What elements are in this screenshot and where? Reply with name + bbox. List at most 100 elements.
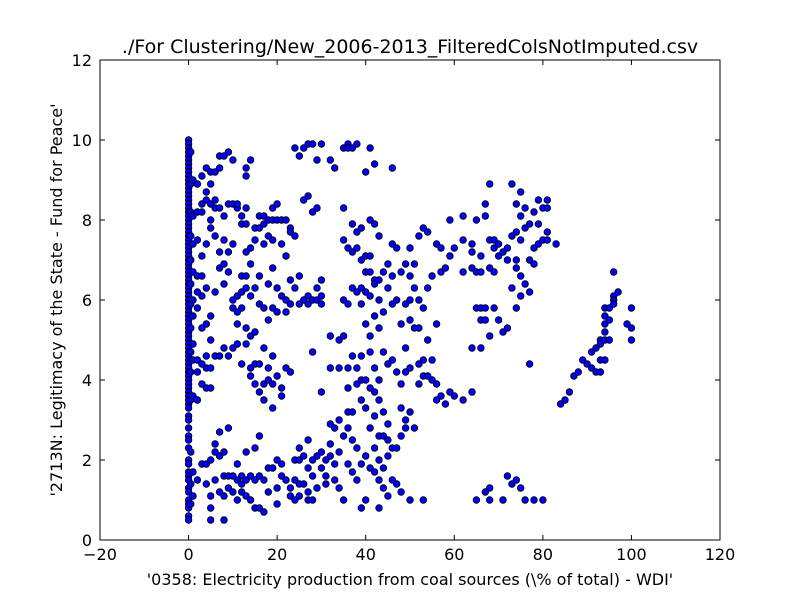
- data-point: [187, 500, 195, 508]
- data-point: [206, 364, 215, 372]
- data-point: [211, 476, 219, 484]
- data-point: [472, 496, 481, 504]
- data-point: [246, 496, 255, 504]
- data-point: [224, 352, 233, 360]
- data-point: [220, 344, 228, 352]
- data-point: [366, 252, 374, 260]
- data-point: [521, 280, 529, 288]
- data-point: [477, 252, 485, 260]
- data-point: [269, 236, 277, 244]
- data-point: [508, 180, 516, 188]
- data-point: [224, 268, 233, 276]
- data-point: [189, 340, 197, 348]
- data-point: [512, 256, 520, 264]
- data-point: [184, 436, 193, 444]
- y-tick-label: 8: [82, 211, 92, 230]
- data-point: [525, 288, 534, 296]
- data-point: [229, 488, 237, 496]
- data-point: [308, 496, 317, 504]
- data-point: [446, 216, 454, 224]
- data-point: [410, 284, 419, 292]
- data-point: [468, 248, 476, 256]
- data-point: [246, 244, 255, 252]
- data-point: [357, 224, 365, 232]
- data-point: [317, 140, 326, 148]
- data-point: [264, 316, 272, 324]
- data-point: [393, 444, 401, 452]
- data-point: [189, 468, 197, 476]
- data-point: [614, 288, 622, 296]
- data-point: [397, 320, 405, 328]
- data-point: [375, 396, 383, 404]
- y-tick-label: 4: [82, 371, 92, 390]
- data-point: [384, 492, 392, 500]
- data-point: [326, 440, 334, 448]
- data-point: [481, 304, 489, 312]
- data-point: [255, 388, 264, 396]
- data-point: [260, 476, 268, 484]
- y-axis-label: '2713N: Legitimacy of the State - Fund f…: [47, 104, 66, 497]
- data-point: [517, 236, 525, 244]
- data-point: [331, 164, 339, 172]
- data-point: [512, 476, 520, 484]
- data-point: [459, 396, 467, 404]
- data-point: [304, 192, 312, 200]
- data-point: [344, 424, 352, 432]
- data-point: [468, 240, 476, 248]
- data-point: [260, 396, 268, 404]
- data-point: [503, 472, 512, 480]
- data-point: [344, 300, 352, 308]
- data-point: [251, 284, 259, 292]
- data-point: [370, 364, 379, 372]
- data-point: [565, 388, 574, 396]
- data-point: [206, 216, 215, 224]
- data-point: [406, 244, 414, 252]
- data-point: [357, 460, 365, 468]
- x-tick-label: −20: [83, 545, 117, 564]
- data-point: [187, 324, 195, 332]
- data-point: [388, 164, 396, 172]
- data-point: [317, 388, 326, 396]
- data-point: [525, 360, 534, 368]
- data-point: [220, 492, 228, 500]
- data-point: [370, 412, 379, 420]
- data-point: [446, 252, 454, 260]
- data-point: [401, 260, 410, 268]
- data-point: [339, 204, 348, 212]
- data-point: [193, 476, 202, 484]
- data-point: [415, 380, 423, 388]
- data-point: [313, 156, 321, 164]
- y-tick-label: 2: [82, 451, 92, 470]
- data-point: [450, 244, 458, 252]
- data-point: [468, 388, 476, 396]
- data-point: [397, 380, 405, 388]
- data-point: [264, 280, 272, 288]
- data-point: [596, 368, 605, 376]
- data-point: [187, 368, 195, 376]
- data-point: [206, 336, 215, 344]
- data-point: [477, 268, 485, 276]
- data-point: [406, 316, 414, 324]
- data-point: [286, 276, 295, 284]
- data-point: [242, 448, 250, 456]
- data-point: [472, 216, 481, 224]
- data-point: [375, 324, 383, 332]
- data-point: [233, 340, 241, 348]
- data-point: [317, 464, 326, 472]
- data-point: [206, 224, 215, 232]
- data-point: [397, 268, 405, 276]
- data-point: [375, 476, 383, 484]
- data-point: [419, 496, 427, 504]
- data-point: [291, 144, 299, 152]
- data-point: [512, 200, 520, 208]
- data-point: [295, 492, 303, 500]
- data-point: [215, 248, 224, 256]
- data-point: [286, 484, 295, 492]
- data-point: [601, 356, 609, 364]
- data-point: [344, 364, 352, 372]
- data-point: [401, 424, 410, 432]
- data-point: [627, 336, 636, 344]
- data-point: [215, 352, 224, 360]
